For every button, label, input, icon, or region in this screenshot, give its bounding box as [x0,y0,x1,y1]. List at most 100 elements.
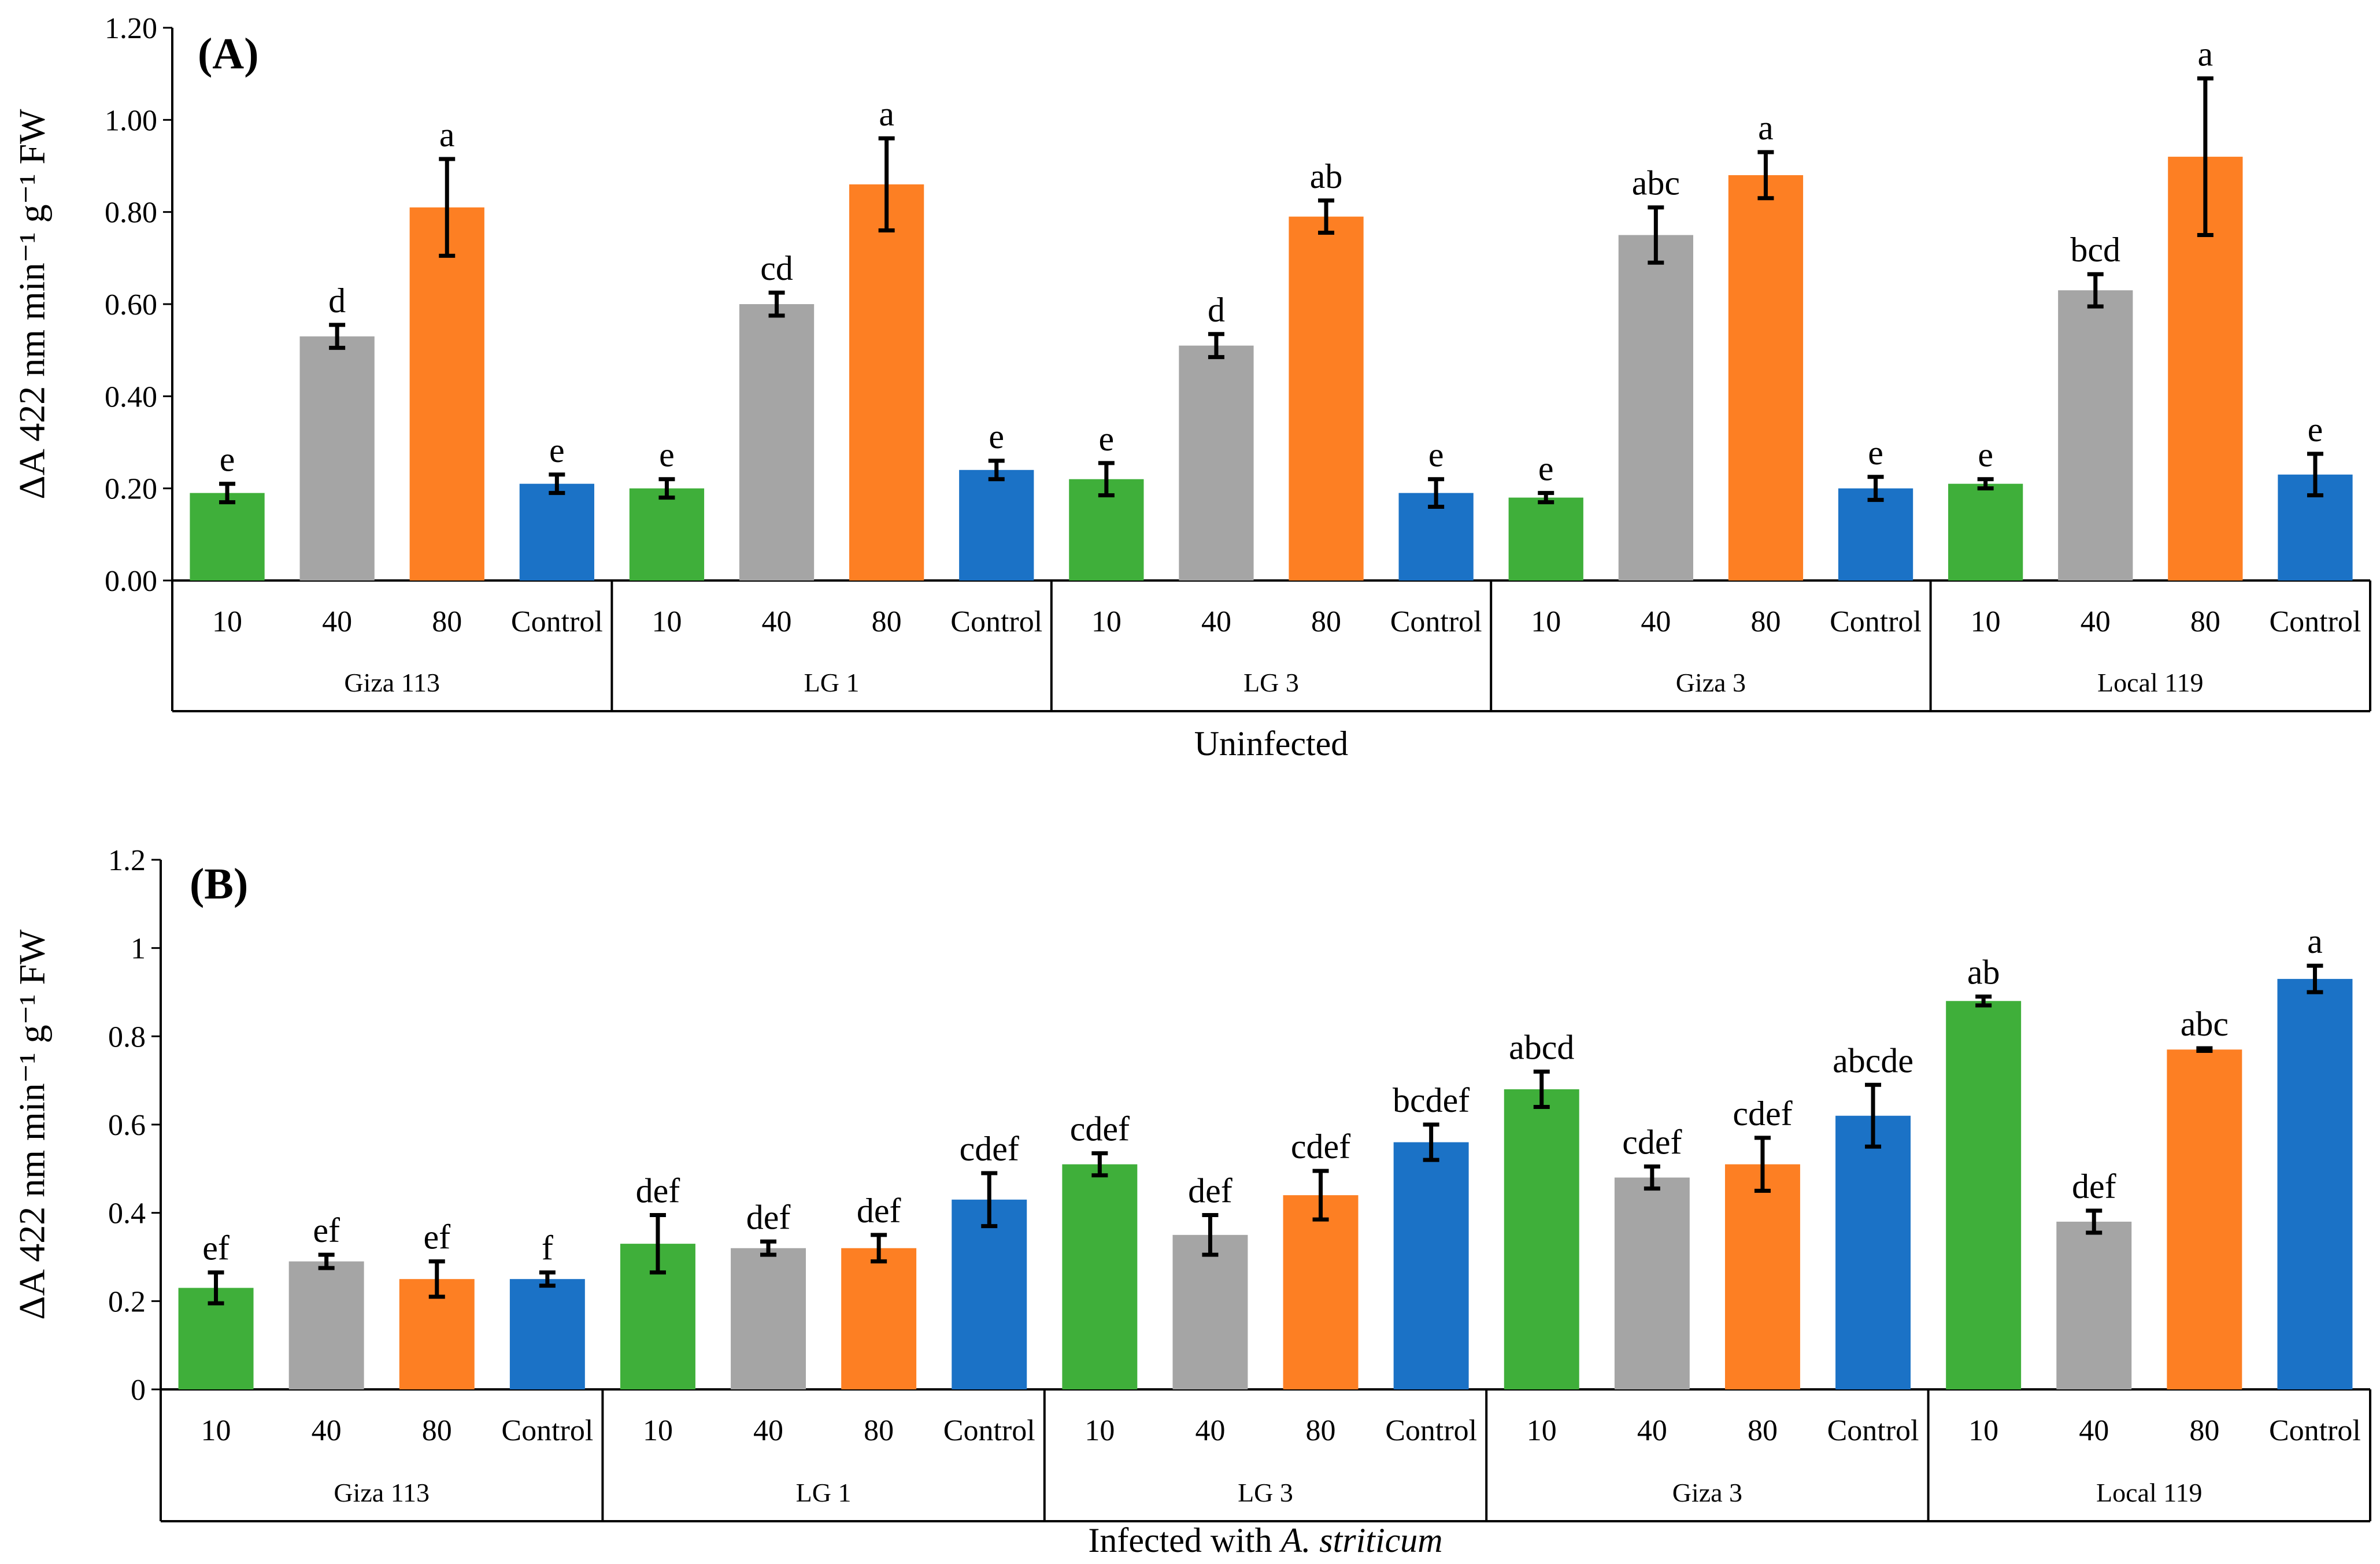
bar-local-119-10 [1946,1001,2022,1389]
error-bar [1312,1169,1329,1222]
significance-letter: a [879,95,894,133]
x-tick-label: 80 [864,1414,894,1447]
bar-local-119-80 [2167,1049,2242,1389]
x-tick-label: 10 [1527,1414,1557,1447]
bar-giza-113-control [509,1279,585,1389]
bar-giza-113-control [519,483,594,581]
bar-lg-1-80 [841,1248,917,1389]
x-axis-title-species: A. striticum [1279,1521,1443,1559]
y-tick-label: 0.60 [105,289,157,321]
error-bar [760,1239,777,1257]
bar-local-119-40 [2058,290,2133,581]
bar-giza-3-control [1835,1115,1911,1389]
x-axis-title-text: Infected with [1088,1521,1280,1559]
y-tick-label: 1 [131,933,146,966]
significance-letter: def [746,1198,791,1236]
x-tick-label: 40 [762,605,792,638]
bar-lg-3-40 [1179,345,1254,581]
y-tick-label: 1.00 [105,104,157,137]
bar-lg-3-control [1393,1142,1469,1389]
x-axis-title: Infected with A. striticum [1088,1521,1442,1559]
significance-letter: e [1868,434,1883,472]
bar-local-119-control [2277,979,2353,1389]
x-tick-label: Control [1830,605,1922,638]
significance-letter: def [1188,1171,1232,1210]
x-tick-label: 10 [1968,1414,1998,1447]
panel-label: (B) [190,860,248,908]
bar-lg-1-40 [731,1248,806,1389]
group-label: LG 1 [796,1478,852,1507]
significance-letter: e [2308,411,2323,449]
error-bar [878,136,895,233]
error-bar [1428,477,1445,509]
significance-letter: e [1978,436,1993,474]
x-tick-label: 10 [652,605,682,638]
significance-letter: abc [2181,1005,2229,1043]
bar-lg-1-10 [629,488,705,581]
error-bar [1648,205,1664,265]
error-bar [1754,1136,1771,1193]
significance-letter: e [1099,420,1115,458]
significance-letter: ef [423,1218,450,1256]
chart-panel-1: 0.00 0.20 0.40 0.60 0.80 1.00 1.20 Giza 113 e 10 d… [12,12,2371,763]
significance-letter: e [989,417,1004,456]
x-tick-label: Control [1827,1414,1919,1447]
error-bar [1644,1164,1660,1191]
y-tick-label: 0.4 [108,1197,146,1230]
bar-giza-3-10 [1508,497,1583,581]
significance-letter: e [1538,450,1554,488]
significance-letter: def [857,1192,901,1230]
error-bar [439,157,456,258]
bar-giza-3-control [1838,488,1913,581]
significance-letter: f [542,1229,553,1267]
significance-letter: a [2198,35,2214,73]
x-tick-label: 40 [312,1414,342,1447]
bar-lg-3-80 [1289,216,1364,581]
error-bar [329,323,346,350]
error-bar [1318,198,1335,235]
x-tick-label: 10 [212,605,242,638]
error-bar [871,1233,887,1264]
error-bar [1865,1082,1882,1149]
x-tick-label: 80 [2189,1414,2219,1447]
x-tick-label: 80 [1306,1414,1336,1447]
group-label: Local 119 [2096,1478,2203,1507]
x-tick-label: Control [1385,1414,1477,1447]
error-bar [2307,452,2323,498]
bar-lg-3-10 [1062,1164,1138,1389]
bar-giza-3-80 [1728,175,1804,581]
x-tick-label: 40 [1637,1414,1667,1447]
error-bar [2307,963,2323,994]
y-tick-label: 0.20 [105,473,157,506]
bar-giza-3-80 [1724,1164,1800,1389]
significance-letter: cdef [1733,1095,1792,1133]
x-tick-label: 80 [872,605,902,638]
bar-giza-113-40 [299,336,375,581]
error-bar [1098,461,1115,498]
error-bar [981,1171,998,1229]
x-tick-label: 10 [1084,1414,1115,1447]
x-tick-label: 40 [1641,605,1671,638]
bar-giza-3-40 [1614,1177,1690,1389]
x-axis-title: Uninfected [1194,724,1349,763]
error-bar [1975,994,1992,1008]
error-bar [1533,1069,1550,1109]
significance-letter: e [659,436,675,474]
bar-lg-3-40 [1172,1234,1248,1389]
error-bar [2086,1208,2103,1235]
error-bar [658,477,675,500]
group-label: Giza 113 [344,668,440,697]
bar-giza-113-40 [288,1261,364,1389]
x-tick-label: 10 [201,1414,231,1447]
error-bar [1757,150,1774,201]
bar-local-119-10 [1948,483,2023,581]
y-tick-label: 0 [131,1374,146,1407]
y-axis-title: ΔA 422 nm min⁻¹ g⁻¹ FW [12,929,53,1320]
error-bar [2196,1046,2213,1053]
error-bar [2087,272,2104,309]
error-bar [1538,491,1554,505]
x-tick-label: Control [1390,605,1482,638]
significance-letter: cdef [1622,1123,1682,1162]
error-bar [1977,477,1994,491]
